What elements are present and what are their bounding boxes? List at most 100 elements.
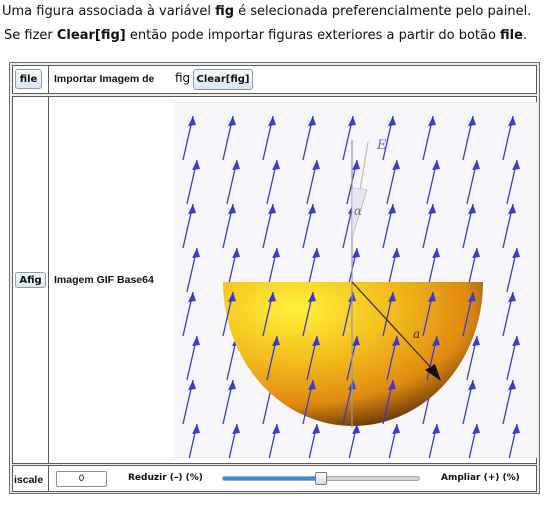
field-arrowhead bbox=[512, 424, 520, 434]
field-arrowhead bbox=[272, 248, 280, 258]
field-arrowhead bbox=[312, 248, 320, 258]
field-arrowhead bbox=[228, 204, 236, 214]
import-image-label: Importar Imagem de bbox=[54, 73, 155, 85]
intro-line-2-clear: Clear[fig] bbox=[56, 28, 126, 43]
field-arrowhead bbox=[428, 204, 436, 214]
intro-line-2: Se fizer Clear[fig] então pode importar … bbox=[4, 28, 527, 44]
electric-field-arrows-front bbox=[222, 291, 476, 425]
hemisphere-field-figure: E α a bbox=[182, 115, 520, 469]
field-arrowhead bbox=[392, 160, 400, 170]
e-vector-label: E bbox=[376, 138, 387, 153]
field-arrowhead bbox=[392, 248, 400, 258]
field-arrowhead bbox=[472, 160, 480, 170]
iscale-input[interactable]: 0 bbox=[56, 471, 107, 487]
field-arrowhead bbox=[308, 116, 316, 126]
intro-line-2-post: . bbox=[522, 28, 528, 43]
field-arrowhead bbox=[352, 160, 360, 170]
scale-slider-thumb[interactable] bbox=[315, 472, 327, 485]
field-arrowhead bbox=[468, 292, 476, 302]
field-arrowhead bbox=[312, 336, 320, 346]
field-arrowhead bbox=[352, 248, 360, 258]
intro-line-1-pre: Uma figura associada à variável bbox=[2, 4, 216, 19]
field-arrowhead bbox=[312, 160, 320, 170]
field-arrowhead bbox=[428, 292, 436, 302]
field-arrowhead bbox=[512, 336, 520, 346]
field-arrowhead bbox=[352, 336, 360, 346]
angle-wedge bbox=[351, 187, 368, 239]
intro-line-2-mid: então pode importar figuras exteriores a… bbox=[125, 28, 501, 43]
field-arrowhead bbox=[508, 380, 516, 390]
field-arrowhead bbox=[188, 204, 196, 214]
field-arrowhead bbox=[432, 160, 440, 170]
field-arrowhead bbox=[388, 292, 396, 302]
field-arrowhead bbox=[192, 336, 200, 346]
file-button[interactable]: file bbox=[15, 69, 42, 89]
field-arrowhead bbox=[472, 248, 480, 258]
field-arrowhead bbox=[348, 116, 356, 126]
field-arrowhead bbox=[308, 380, 316, 390]
field-arrowhead bbox=[392, 336, 400, 346]
field-arrowhead bbox=[232, 160, 240, 170]
field-arrowhead bbox=[432, 336, 440, 346]
field-arrowhead bbox=[472, 424, 480, 434]
field-arrowhead bbox=[508, 116, 516, 126]
field-arrowhead bbox=[268, 292, 276, 302]
fig-variable-text: fig bbox=[175, 71, 191, 85]
radius-a-label: a bbox=[413, 327, 420, 341]
intro-line-1-var: fig bbox=[215, 4, 235, 19]
field-arrowhead bbox=[308, 292, 316, 302]
field-arrowhead bbox=[508, 292, 516, 302]
field-arrowhead bbox=[388, 380, 396, 390]
reduce-label: Reduzir (–) (%) bbox=[128, 473, 203, 483]
field-arrowhead bbox=[308, 204, 316, 214]
field-arrowhead bbox=[228, 292, 236, 302]
field-arrowhead bbox=[232, 424, 240, 434]
field-arrowhead bbox=[272, 160, 280, 170]
field-arrowhead bbox=[272, 424, 280, 434]
field-arrowhead bbox=[468, 116, 476, 126]
field-arrowhead bbox=[352, 424, 360, 434]
clear-fig-button[interactable]: Clear[fig] bbox=[193, 69, 253, 90]
field-arrowhead bbox=[512, 248, 520, 258]
field-arrowhead bbox=[268, 204, 276, 214]
field-arrowhead bbox=[188, 292, 196, 302]
field-arrowhead bbox=[388, 204, 396, 214]
row1-content-cell bbox=[48, 65, 537, 94]
intro-line-1: Uma figura associada à variável fig é se… bbox=[2, 4, 531, 20]
field-arrowhead bbox=[272, 336, 280, 346]
gif-base64-label: Imagem GIF Base64 bbox=[54, 274, 154, 286]
iscale-label: iscale bbox=[14, 474, 44, 486]
field-arrowhead bbox=[228, 116, 236, 126]
field-arrowhead bbox=[188, 380, 196, 390]
field-arrowhead bbox=[192, 248, 200, 258]
field-arrowhead bbox=[232, 248, 240, 258]
row3-label-cell bbox=[12, 465, 49, 492]
field-arrowhead bbox=[428, 116, 436, 126]
intro-line-2-file: file bbox=[500, 28, 523, 43]
field-arrowhead bbox=[312, 424, 320, 434]
field-arrowhead bbox=[432, 424, 440, 434]
imported-figure: E α a bbox=[173, 102, 537, 469]
field-arrowhead bbox=[472, 336, 480, 346]
afig-button[interactable]: Afig bbox=[15, 272, 46, 288]
field-arrowhead bbox=[192, 160, 200, 170]
field-arrowhead bbox=[468, 204, 476, 214]
alpha-angle-label: α bbox=[354, 204, 362, 218]
field-arrowhead bbox=[192, 424, 200, 434]
enlarge-label: Ampliar (+) (%) bbox=[441, 473, 520, 483]
field-arrowhead bbox=[468, 380, 476, 390]
field-arrowhead bbox=[228, 380, 236, 390]
field-arrowhead bbox=[268, 116, 276, 126]
field-arrowhead bbox=[508, 204, 516, 214]
radius-arrowhead bbox=[425, 364, 441, 381]
intro-line-1-post: é selecionada preferencialmente pelo pai… bbox=[234, 4, 532, 19]
field-arrowhead bbox=[388, 116, 396, 126]
field-arrowhead bbox=[512, 160, 520, 170]
field-arrowhead bbox=[188, 116, 196, 126]
electric-field-arrows bbox=[182, 115, 520, 469]
radius-line bbox=[351, 281, 436, 373]
scale-slider-fill bbox=[223, 477, 322, 480]
intro-line-2-pre: Se fizer bbox=[4, 28, 57, 43]
field-arrowhead bbox=[392, 424, 400, 434]
field-arrowhead bbox=[432, 248, 440, 258]
